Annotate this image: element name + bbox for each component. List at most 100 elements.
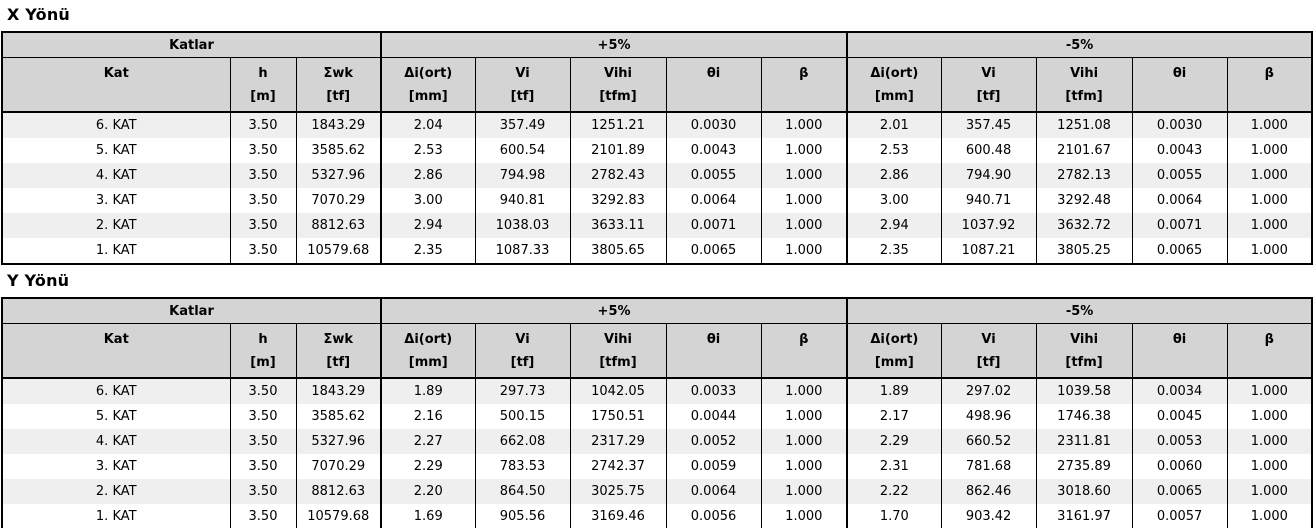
column-header-minus-beta: β (1226, 57, 1313, 113)
cell-minus-di-ort: 2.17 (846, 404, 942, 429)
cell-minus-theta-i: 0.0071 (1131, 213, 1228, 238)
column-header-plus-theta-i: θi (665, 57, 762, 113)
cell-minus-di-ort: 2.29 (846, 429, 942, 454)
column-header-minus-beta: β (1226, 323, 1313, 379)
cell-minus-di-ort: 3.00 (846, 188, 942, 213)
group-header-plus5: +5% (380, 32, 848, 58)
cell-plus-di-ort: 1.89 (380, 378, 476, 404)
column-header-minus-beta-unit (1228, 85, 1311, 108)
column-header-plus-theta-i-label: θi (706, 65, 721, 81)
cell-kat: 1. KAT (95, 509, 137, 524)
column-header-minus-di-ort-label: Δi(ort) (870, 65, 919, 81)
column-header-minus-vi-label: Vi (981, 331, 996, 347)
cell-plus-theta-i: 0.0064 (665, 188, 762, 213)
column-header-minus-vi: Vi [tf] (940, 323, 1037, 379)
table-row: 5. KAT 3.50 3585.62 2.53 600.54 2101.89 0.0043… (2, 138, 1313, 163)
column-header-plus-di-ort: Δi(ort) [mm] (380, 323, 476, 379)
column-header-plus-beta-unit (762, 351, 846, 374)
cell-minus-beta: 1.000 (1226, 213, 1313, 238)
column-header-plus-di-ort-unit: [mm] (408, 354, 448, 370)
column-header-swk-unit: [tf] (326, 354, 351, 370)
cell-swk: 1843.29 (295, 112, 382, 138)
cell-minus-theta-i: 0.0053 (1131, 429, 1228, 454)
cell-minus-beta: 1.000 (1226, 238, 1313, 264)
cell-swk: 8812.63 (295, 213, 382, 238)
cell-kat: 2. KAT (95, 218, 137, 233)
cell-plus-vi: 662.08 (474, 429, 571, 454)
cell-minus-beta: 1.000 (1226, 429, 1313, 454)
group-header-katlar: Katlar (2, 298, 382, 324)
column-header-minus-beta-label: β (1264, 65, 1274, 81)
cell-swk: 1843.29 (295, 378, 382, 404)
cell-minus-di-ort: 2.86 (846, 163, 942, 188)
column-header-plus-vi: Vi [tf] (474, 57, 571, 113)
column-header-minus-vihi-unit: [tfm] (1065, 88, 1103, 104)
cell-minus-theta-i: 0.0057 (1131, 504, 1228, 528)
table-row: 2. KAT 3.50 8812.63 2.20 864.50 3025.75 0.0064… (2, 479, 1313, 504)
section-y-direction: Y Yönü Katlar +5% -5% Kat h [m] Σwk [tf] Δi(ort)… (0, 271, 1316, 528)
cell-h: 3.50 (229, 188, 296, 213)
cell-minus-theta-i: 0.0064 (1131, 188, 1228, 213)
column-header-plus-theta-i-unit (667, 85, 761, 108)
table-row: 3. KAT 3.50 7070.29 2.29 783.53 2742.37 0.0059… (2, 454, 1313, 479)
cell-plus-vihi: 1042.05 (569, 378, 667, 404)
column-header-plus-theta-i-label: θi (706, 331, 721, 347)
cell-kat: 1. KAT (95, 243, 137, 258)
group-header-row: Katlar +5% -5% (2, 32, 1313, 58)
table-row: 1. KAT 3.50 10579.68 1.69 905.56 3169.46 0.005… (2, 504, 1313, 528)
cell-minus-beta: 1.000 (1226, 112, 1313, 138)
cell-plus-beta: 1.000 (760, 378, 848, 404)
column-header-plus-vihi-label: Vihi (604, 331, 633, 347)
table-row: 4. KAT 3.50 5327.96 2.27 662.08 2317.29 0.0052… (2, 429, 1313, 454)
group-header-katlar: Katlar (2, 32, 382, 58)
cell-minus-theta-i: 0.0060 (1131, 454, 1228, 479)
table-row: 6. KAT 3.50 1843.29 2.04 357.49 1251.21 0.0030… (2, 112, 1313, 138)
cell-plus-vihi: 3292.83 (569, 188, 667, 213)
group-header-plus5: +5% (380, 298, 848, 324)
cell-minus-beta: 1.000 (1226, 454, 1313, 479)
cell-plus-beta: 1.000 (760, 238, 848, 264)
cell-plus-theta-i: 0.0071 (665, 213, 762, 238)
column-header-plus-beta: β (760, 323, 848, 379)
cell-plus-vi: 1038.03 (474, 213, 571, 238)
cell-plus-theta-i: 0.0056 (665, 504, 762, 528)
column-header-plus-di-ort-label: Δi(ort) (404, 331, 453, 347)
cell-plus-vihi: 3169.46 (569, 504, 667, 528)
cell-plus-di-ort: 2.16 (380, 404, 476, 429)
cell-swk: 7070.29 (295, 454, 382, 479)
cell-minus-vihi: 1746.38 (1035, 404, 1133, 429)
section-x-direction: X Yönü Katlar +5% -5% Kat h [m] Σwk [tf] Δi(ort)… (0, 5, 1316, 265)
column-header-h-unit: [m] (250, 88, 276, 104)
cell-minus-di-ort: 1.70 (846, 504, 942, 528)
cell-plus-di-ort: 2.53 (380, 138, 476, 163)
table-row: 4. KAT 3.50 5327.96 2.86 794.98 2782.43 0.0055… (2, 163, 1313, 188)
cell-minus-di-ort: 2.53 (846, 138, 942, 163)
cell-plus-di-ort: 2.35 (380, 238, 476, 264)
cell-plus-vi: 794.98 (474, 163, 571, 188)
column-header-minus-di-ort-unit: [mm] (874, 88, 914, 104)
cell-plus-vihi: 2101.89 (569, 138, 667, 163)
cell-h: 3.50 (229, 504, 296, 528)
column-header-kat: Kat (2, 323, 230, 379)
cell-minus-theta-i: 0.0043 (1131, 138, 1228, 163)
cell-minus-vi: 940.71 (940, 188, 1037, 213)
group-header-minus5: -5% (846, 298, 1313, 324)
cell-minus-vihi: 2735.89 (1035, 454, 1133, 479)
drift-table-y: Katlar +5% -5% Kat h [m] Σwk [tf] Δi(ort) [mm] Vi [… (1, 297, 1314, 528)
column-header-plus-di-ort-label: Δi(ort) (404, 65, 453, 81)
column-header-h-label: h (258, 331, 268, 347)
cell-minus-vi: 1087.21 (940, 238, 1037, 264)
column-header-minus-vihi-label: Vihi (1070, 65, 1099, 81)
cell-minus-vihi: 3292.48 (1035, 188, 1133, 213)
column-header-minus-di-ort-label: Δi(ort) (870, 331, 919, 347)
section-title-x: X Yönü (7, 5, 70, 24)
cell-h: 3.50 (229, 404, 296, 429)
column-header-minus-di-ort: Δi(ort) [mm] (846, 323, 942, 379)
cell-plus-beta: 1.000 (760, 454, 848, 479)
table-row: 3. KAT 3.50 7070.29 3.00 940.81 3292.83 0.0064… (2, 188, 1313, 213)
column-header-h: h [m] (229, 323, 296, 379)
column-header-plus-vi-unit: [tf] (510, 354, 535, 370)
column-header-h: h [m] (229, 57, 296, 113)
column-header-plus-vihi-label: Vihi (604, 65, 633, 81)
cell-plus-vi: 297.73 (474, 378, 571, 404)
